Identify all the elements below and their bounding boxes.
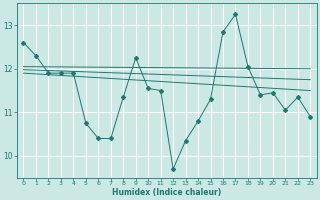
X-axis label: Humidex (Indice chaleur): Humidex (Indice chaleur) [112, 188, 221, 197]
